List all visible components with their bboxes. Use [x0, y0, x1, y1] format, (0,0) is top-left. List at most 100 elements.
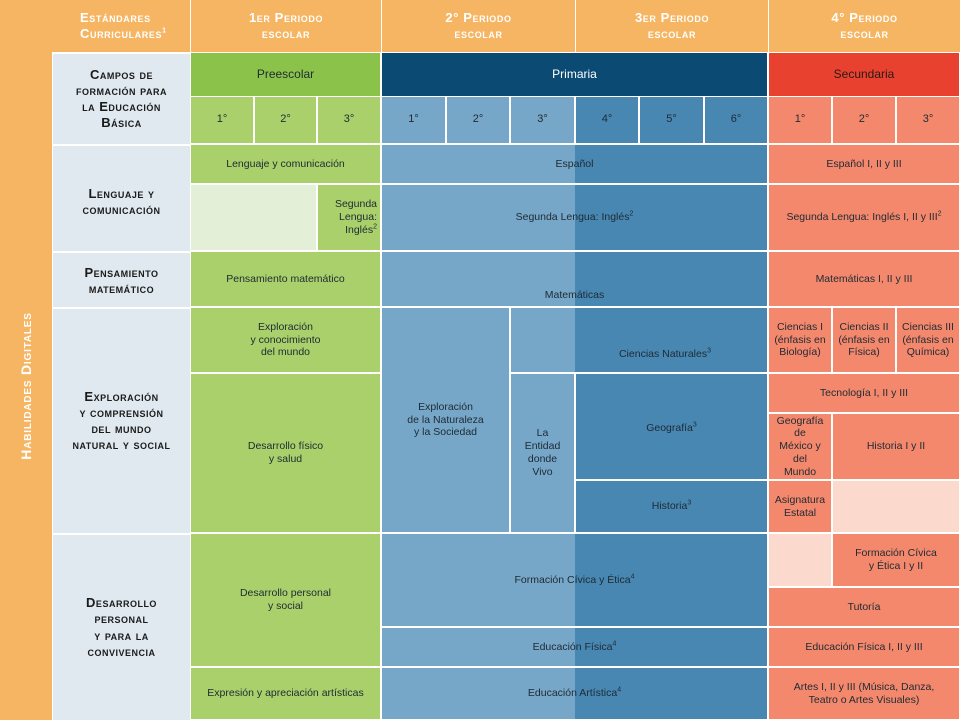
cell-pri-civica-footnote: 4	[630, 573, 635, 581]
grade-pri-2-label: 2°	[472, 113, 484, 126]
grade-sec-2-label: 2°	[858, 113, 870, 126]
grade-pri-6: 6°	[704, 96, 768, 144]
primaria-bg-dark	[575, 144, 768, 720]
cell-pri-fisica-footnote: 4	[612, 640, 617, 648]
field-pensamiento-text: Pensamiento matemático	[84, 265, 159, 297]
cell-sec-tutoria: Tutoría	[768, 587, 960, 627]
cell-sec-segunda-lengua-footnote: 2	[937, 210, 942, 218]
cell-pri-espanol: Español	[381, 144, 768, 184]
campos-label-text: Campos de formación para la Educación Bá…	[76, 66, 167, 131]
cell-sec-fisica-text: Educación Física I, II y III	[805, 640, 923, 653]
cell-sec-historia: Historia I y II	[832, 413, 960, 480]
field-pensamiento: Pensamiento matemático	[52, 251, 190, 307]
cell-pri-civica-text: Formación Cívica y Ética	[514, 573, 631, 586]
header-period-1-label: 1er Periodo escolar	[248, 9, 324, 41]
cell-pri-fisica-text: Educación Física	[532, 640, 613, 653]
header-period-3: 3er Periodo escolar	[575, 0, 768, 52]
cell-sec-civica: Formación Cívica y Ética I y II	[832, 533, 960, 587]
grade-sec-3-label: 3°	[922, 113, 934, 126]
grade-pri-3-label: 3°	[537, 113, 548, 126]
grade-pre-3-label: 3°	[343, 113, 355, 126]
cell-pri-entidad-text: La Entidad donde Vivo	[524, 427, 561, 478]
cell-pri-geografia: Geografía3	[575, 373, 768, 480]
cell-sec-espanol-text: Español I, II y III	[826, 157, 902, 170]
field-desarrollo: Desarrollo personal y para la convivenci…	[52, 533, 190, 720]
cell-sec-artes-text: Artes I, II y III (Música, Danza, Teatro…	[793, 680, 935, 706]
cell-pre-pensamiento-text: Pensamiento matemático	[226, 272, 345, 285]
primaria-bg-light	[381, 144, 575, 720]
cell-pri-exploracion-text: Exploración de la Naturaleza y la Socied…	[407, 400, 484, 439]
cell-pri-geografia-footnote: 3	[692, 421, 697, 429]
cell-sec-segunda-lengua: Segunda Lengua: Inglés I, II y III2	[768, 184, 960, 251]
cell-pri-artistica-text: Educación Artística	[527, 687, 618, 700]
cell-pre-empty	[190, 184, 317, 251]
grade-pri-5: 5°	[639, 96, 704, 144]
cell-pre-lenguaje: Lenguaje y comunicación	[190, 144, 381, 184]
header-standards: Estándares Curriculares1	[0, 0, 190, 52]
grade-pri-6-label: 6°	[730, 113, 742, 126]
cell-sec-asignatura-text: Asignatura Estatal	[774, 493, 826, 519]
cell-sec-empty-1	[832, 480, 960, 533]
cell-pre-pensamiento: Pensamiento matemático	[190, 251, 381, 307]
cell-sec-ciencias-2: Ciencias II (énfasis en Física)	[832, 307, 896, 373]
level-secundaria: Secundaria	[768, 52, 960, 96]
cell-pri-segunda-lengua-text: Segunda Lengua: Inglés	[515, 211, 630, 224]
cell-sec-segunda-lengua-text: Segunda Lengua: Inglés I, II y III	[786, 211, 938, 224]
cell-sec-espanol: Español I, II y III	[768, 144, 960, 184]
field-exploracion-text: Exploración y comprensión del mundo natu…	[72, 388, 171, 453]
level-preescolar-label: Preescolar	[256, 67, 315, 82]
grade-sec-1: 1°	[768, 96, 832, 144]
grade-pre-1: 1°	[190, 96, 254, 144]
cell-pri-artistica-footnote: 4	[617, 686, 622, 694]
field-lenguaje: Lenguaje y comunicación	[52, 144, 190, 251]
cell-sec-ciencias-1-text: Ciencias I (énfasis en Biología)	[774, 320, 826, 359]
header-period-2-label: 2° Periodo escolar	[445, 9, 512, 41]
cell-pre-fisico-text: Desarrollo físico y salud	[247, 440, 324, 465]
cell-sec-ciencias-2-text: Ciencias II (énfasis en Física)	[838, 320, 890, 359]
cell-pre-exploracion-text: Exploración y conocimiento del mundo	[250, 320, 321, 359]
cell-sec-tecnologia-text: Tecnología I, II y III	[819, 386, 909, 399]
header-period-4: 4° Periodo escolar	[768, 0, 960, 52]
grade-pre-2: 2°	[254, 96, 317, 144]
grade-pre-3: 3°	[317, 96, 381, 144]
cell-pre-artistica: Expresión y apreciación artísticas	[190, 667, 381, 720]
level-secundaria-label: Secundaria	[833, 67, 895, 82]
cell-pri-espanol-text: Español	[555, 157, 594, 170]
field-desarrollo-text: Desarrollo personal y para la convivenci…	[86, 595, 157, 659]
cell-sec-historia-text: Historia I y II	[866, 440, 926, 453]
grade-pri-1-label: 1°	[408, 113, 419, 126]
cell-pri-entidad: La Entidad donde Vivo	[510, 373, 575, 533]
header-standards-footnote: 1	[162, 27, 167, 35]
cell-pri-historia: Historia3	[575, 480, 768, 533]
field-lenguaje-text: Lenguaje y comunicación	[82, 186, 161, 218]
header-period-3-label: 3er Periodo escolar	[634, 9, 710, 41]
campos-label: Campos de formación para la Educación Bá…	[52, 52, 190, 144]
cell-pre-personal: Desarrollo personal y social	[190, 533, 381, 667]
cell-sec-empty-2	[768, 533, 832, 587]
cell-pri-historia-text: Historia	[651, 500, 688, 513]
cell-pri-ciencias: Ciencias Naturales3	[510, 307, 768, 373]
level-preescolar: Preescolar	[190, 52, 381, 96]
cell-sec-fisica: Educación Física I, II y III	[768, 627, 960, 667]
cell-pri-segunda-lengua: Segunda Lengua: Inglés2	[381, 184, 768, 251]
grade-pri-4: 4°	[575, 96, 639, 144]
header-standards-label: Estándares Curriculares	[80, 9, 163, 41]
cell-pre-artistica-text: Expresión y apreciación artísticas	[207, 687, 364, 700]
grade-pri-4-label: 4°	[601, 113, 613, 126]
grade-sec-3: 3°	[896, 96, 960, 144]
cell-sec-geografia-text: Geografía de México y del Mundo	[776, 414, 824, 478]
grade-pri-1: 1°	[381, 96, 446, 144]
cell-sec-asignatura: Asignatura Estatal	[768, 480, 832, 533]
cell-pri-ciencias-text: Ciencias Naturales	[618, 347, 708, 360]
grade-sec-1-label: 1°	[794, 113, 806, 126]
level-primaria-label: Primaria	[552, 67, 597, 82]
cell-pri-fisica: Educación Física4	[381, 627, 768, 667]
cell-sec-geografia: Geografía de México y del Mundo	[768, 413, 832, 480]
cell-sec-ciencias-1: Ciencias I (énfasis en Biología)	[768, 307, 832, 373]
cell-pre-segunda-lengua-text: Segunda Lengua: Inglés	[334, 198, 377, 236]
cell-pre-fisico: Desarrollo físico y salud	[190, 373, 381, 533]
cell-pri-artistica: Educación Artística4	[381, 667, 768, 720]
cell-sec-ciencias-3: Ciencias III (énfasis en Química)	[896, 307, 960, 373]
grade-pri-3: 3°	[510, 96, 575, 144]
cell-sec-civica-text: Formación Cívica y Ética I y II	[855, 547, 937, 572]
